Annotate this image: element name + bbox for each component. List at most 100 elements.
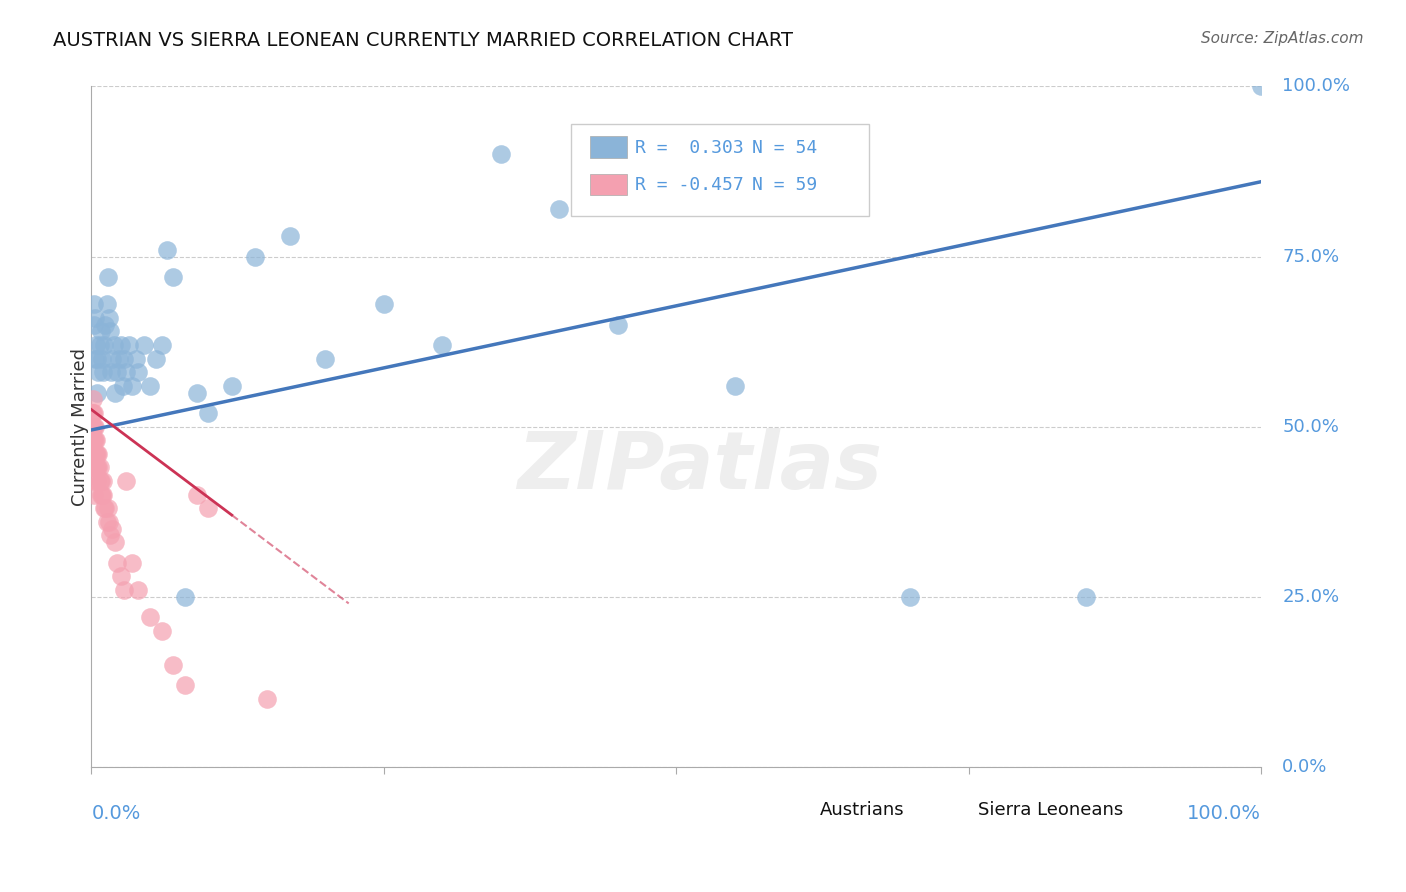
Point [87, 365, 110, 379]
Point [724, 378, 747, 392]
Point [186, 487, 208, 501]
FancyBboxPatch shape [785, 801, 815, 819]
Point [83, 460, 105, 475]
Point [105, 365, 128, 379]
Point [82, 447, 104, 461]
Point [1250, 79, 1272, 94]
FancyBboxPatch shape [589, 174, 627, 195]
Text: 0.0%: 0.0% [91, 804, 141, 823]
Point [84, 447, 107, 461]
Point [89, 474, 111, 488]
Text: Source: ZipAtlas.com: Source: ZipAtlas.com [1201, 31, 1364, 46]
Point [90, 487, 112, 501]
Point [97, 269, 120, 284]
Point [101, 351, 124, 366]
Point [90, 474, 112, 488]
Point [94, 318, 117, 332]
Point [278, 229, 301, 244]
Text: 25.0%: 25.0% [1282, 588, 1340, 606]
Point [127, 582, 149, 597]
FancyBboxPatch shape [589, 136, 627, 158]
Point [110, 338, 132, 352]
Point [82, 433, 104, 447]
Text: 50.0%: 50.0% [1282, 417, 1339, 435]
Point [84, 338, 107, 352]
Point [139, 378, 162, 392]
Point [91, 365, 114, 379]
Text: N = 54: N = 54 [752, 138, 817, 157]
Point [86, 474, 108, 488]
Point [139, 610, 162, 624]
Point [606, 318, 628, 332]
Point [105, 556, 128, 570]
Point [82, 406, 104, 420]
Point [96, 515, 118, 529]
Point [221, 378, 243, 392]
Point [83, 474, 105, 488]
Point [115, 474, 138, 488]
Point [121, 556, 143, 570]
Text: R =  0.303: R = 0.303 [636, 138, 744, 157]
Point [84, 433, 107, 447]
Point [93, 501, 115, 516]
Point [94, 501, 117, 516]
Point [197, 501, 219, 516]
Point [197, 406, 219, 420]
Text: ZIPatlas: ZIPatlas [517, 428, 882, 507]
Text: 100.0%: 100.0% [1282, 78, 1350, 95]
Text: 75.0%: 75.0% [1282, 247, 1340, 266]
Point [489, 147, 512, 161]
Point [83, 447, 105, 461]
Point [898, 590, 921, 604]
Point [150, 338, 173, 352]
Point [86, 447, 108, 461]
Point [548, 202, 571, 216]
Point [87, 460, 110, 475]
Point [82, 460, 104, 475]
Point [83, 351, 105, 366]
Text: R = -0.457: R = -0.457 [636, 176, 744, 194]
Point [90, 351, 112, 366]
Point [104, 535, 127, 549]
Point [162, 269, 184, 284]
Point [91, 474, 114, 488]
Point [89, 338, 111, 352]
Point [97, 515, 120, 529]
Point [91, 487, 114, 501]
Point [83, 310, 105, 325]
Point [256, 691, 278, 706]
FancyBboxPatch shape [571, 124, 869, 216]
Point [83, 447, 105, 461]
Point [83, 419, 105, 434]
Text: N = 59: N = 59 [752, 176, 817, 194]
Point [373, 297, 395, 311]
Point [83, 419, 105, 434]
Point [90, 324, 112, 338]
Point [125, 351, 148, 366]
Point [87, 447, 110, 461]
Point [103, 338, 125, 352]
Point [1074, 590, 1097, 604]
Point [156, 243, 179, 257]
Point [127, 365, 149, 379]
Point [104, 385, 127, 400]
Point [86, 385, 108, 400]
Point [100, 365, 122, 379]
Point [96, 297, 118, 311]
Point [101, 522, 124, 536]
Point [186, 385, 208, 400]
Point [174, 678, 197, 692]
Point [108, 351, 131, 366]
Point [82, 433, 104, 447]
Text: 0.0%: 0.0% [1282, 757, 1327, 776]
Point [83, 406, 105, 420]
Point [89, 460, 111, 475]
Point [115, 365, 138, 379]
Point [83, 460, 105, 475]
Point [84, 460, 107, 475]
Point [162, 657, 184, 672]
FancyBboxPatch shape [943, 801, 973, 819]
Point [110, 569, 132, 583]
Point [111, 378, 134, 392]
Point [83, 433, 105, 447]
